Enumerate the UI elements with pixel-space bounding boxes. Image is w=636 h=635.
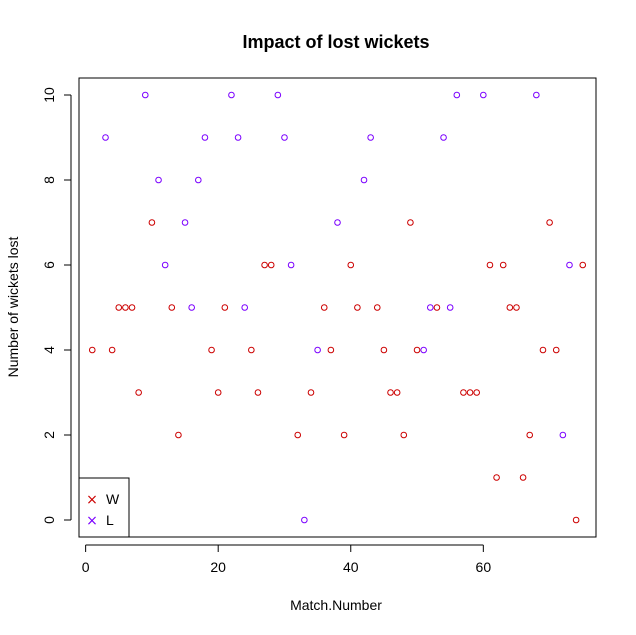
point-W xyxy=(327,346,335,354)
point-L xyxy=(360,176,368,184)
y-axis-label: Number of wickets lost xyxy=(5,236,21,377)
point-W xyxy=(168,304,176,311)
point-L xyxy=(102,134,109,141)
point-W xyxy=(122,304,129,311)
point-W xyxy=(460,389,467,396)
point-W xyxy=(261,261,268,269)
point-L xyxy=(181,219,189,226)
point-W xyxy=(128,304,136,311)
legend-box xyxy=(78,477,130,538)
point-L xyxy=(420,346,427,354)
y-tick-label: 8 xyxy=(41,176,57,184)
point-W xyxy=(572,516,580,524)
point-W xyxy=(214,389,222,396)
point-W xyxy=(320,304,328,311)
x-tick-label: 20 xyxy=(210,559,226,575)
point-W xyxy=(340,431,348,439)
y-tick-label: 0 xyxy=(41,516,57,524)
point-W xyxy=(373,304,381,311)
point-L xyxy=(440,134,447,141)
point-L xyxy=(201,134,209,141)
point-L xyxy=(188,304,195,311)
y-axis: 0 2 4 6 8 10 xyxy=(41,87,72,524)
chart-title: Impact of lost wickets xyxy=(242,32,429,52)
point-W xyxy=(493,474,500,481)
point-W xyxy=(208,346,215,354)
point-W xyxy=(400,431,408,439)
point-L xyxy=(480,91,487,99)
point-L xyxy=(155,176,162,184)
point-L xyxy=(161,261,169,269)
point-L xyxy=(367,134,374,141)
point-W xyxy=(539,346,547,354)
point-W xyxy=(254,389,262,396)
point-L xyxy=(141,91,149,99)
legend-label-W: W xyxy=(106,491,120,507)
y-tick-label: 10 xyxy=(41,87,57,103)
x-tick-label: 0 xyxy=(82,559,90,575)
point-W xyxy=(519,474,527,481)
point-L xyxy=(566,261,573,269)
legend-marker: × xyxy=(86,492,98,508)
point-W xyxy=(506,304,514,311)
x-axis-label: Match.Number xyxy=(290,597,382,613)
y-tick-label: 6 xyxy=(41,261,57,269)
point-L xyxy=(301,516,308,524)
point-L xyxy=(446,304,454,311)
point-L xyxy=(274,91,282,99)
point-L xyxy=(287,261,295,269)
point-W xyxy=(393,389,401,396)
legend-label-L: L xyxy=(106,512,114,528)
point-L xyxy=(228,91,235,99)
point-W xyxy=(108,346,116,354)
point-L xyxy=(559,431,567,439)
legend-marker: × xyxy=(86,513,98,529)
x-tick-label: 60 xyxy=(476,559,492,575)
x-axis: 0 20 40 60 xyxy=(82,544,492,575)
x-tick-label: 40 xyxy=(343,559,359,575)
point-W xyxy=(433,304,441,311)
point-L xyxy=(453,91,461,99)
point-W xyxy=(380,346,388,354)
point-L xyxy=(281,134,288,141)
point-L xyxy=(533,91,540,99)
point-W xyxy=(175,431,182,439)
point-W xyxy=(486,261,494,269)
point-W xyxy=(466,389,474,396)
point-W xyxy=(552,346,560,354)
point-W xyxy=(546,219,553,226)
point-W xyxy=(294,431,302,439)
point-W xyxy=(413,346,421,354)
point-W xyxy=(499,261,507,269)
point-W xyxy=(526,431,534,439)
point-W xyxy=(354,304,361,311)
point-W xyxy=(135,389,142,396)
point-W xyxy=(267,261,275,269)
point-W xyxy=(513,304,520,311)
point-W xyxy=(221,304,229,311)
point-W xyxy=(473,389,480,396)
data-points xyxy=(88,91,587,524)
y-tick-label: 2 xyxy=(41,431,57,439)
point-W xyxy=(347,261,355,269)
point-L xyxy=(334,219,341,226)
point-L xyxy=(234,134,242,141)
point-W xyxy=(148,219,156,226)
point-W xyxy=(579,261,587,269)
point-W xyxy=(387,389,394,396)
point-L xyxy=(195,176,202,184)
point-L xyxy=(241,304,249,311)
point-W xyxy=(248,346,255,354)
point-W xyxy=(115,304,123,311)
point-L xyxy=(426,304,434,311)
legend: × W × L xyxy=(78,477,130,538)
y-tick-label: 4 xyxy=(41,346,57,354)
point-W xyxy=(88,346,96,354)
point-L xyxy=(314,346,321,354)
point-W xyxy=(307,389,315,396)
point-W xyxy=(407,219,414,226)
plot-frame xyxy=(78,77,597,538)
